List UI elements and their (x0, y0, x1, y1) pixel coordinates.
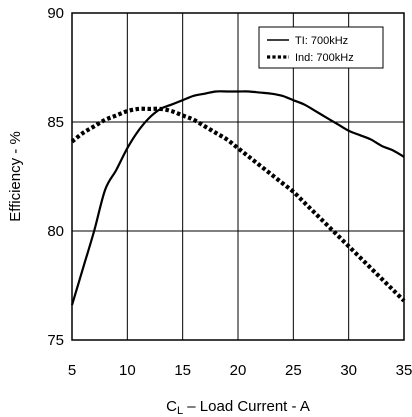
x-axis-title-rest: – Load Current - A (183, 398, 310, 415)
x-tick-label: 20 (230, 362, 247, 379)
legend: TI: 700kHz Ind: 700kHz (258, 26, 384, 69)
series-line-0 (70, 90, 405, 306)
series-group (70, 90, 406, 306)
x-tick-label: 10 (119, 362, 136, 379)
x-axis-title: CL – Load Current - A (166, 398, 310, 417)
x-tick-label: 5 (68, 362, 76, 379)
plot-frame (71, 12, 405, 341)
x-tick-label: 35 (396, 362, 412, 379)
series-line-1 (70, 106, 406, 303)
x-tick-label: 15 (174, 362, 191, 379)
legend-label-ti: TI: 700kHz (295, 35, 348, 47)
y-tick-label: 75 (47, 332, 64, 349)
legend-box (258, 26, 384, 69)
x-axis-title-subscript: L (177, 405, 183, 417)
y-tick-label: 90 (47, 5, 64, 22)
x-tick-label: 25 (285, 362, 302, 379)
y-tick-labels: 75 80 85 90 (47, 5, 64, 349)
x-tick-label: 30 (340, 362, 357, 379)
legend-label-ind: Ind: 700kHz (295, 52, 354, 64)
x-tick-labels: 5 10 15 20 25 30 35 (68, 362, 412, 379)
y-axis-title: Efficiency - % (7, 131, 24, 222)
y-tick-label: 80 (47, 223, 64, 240)
x-axis-title-main: C (166, 398, 177, 415)
y-tick-label: 85 (47, 114, 64, 131)
